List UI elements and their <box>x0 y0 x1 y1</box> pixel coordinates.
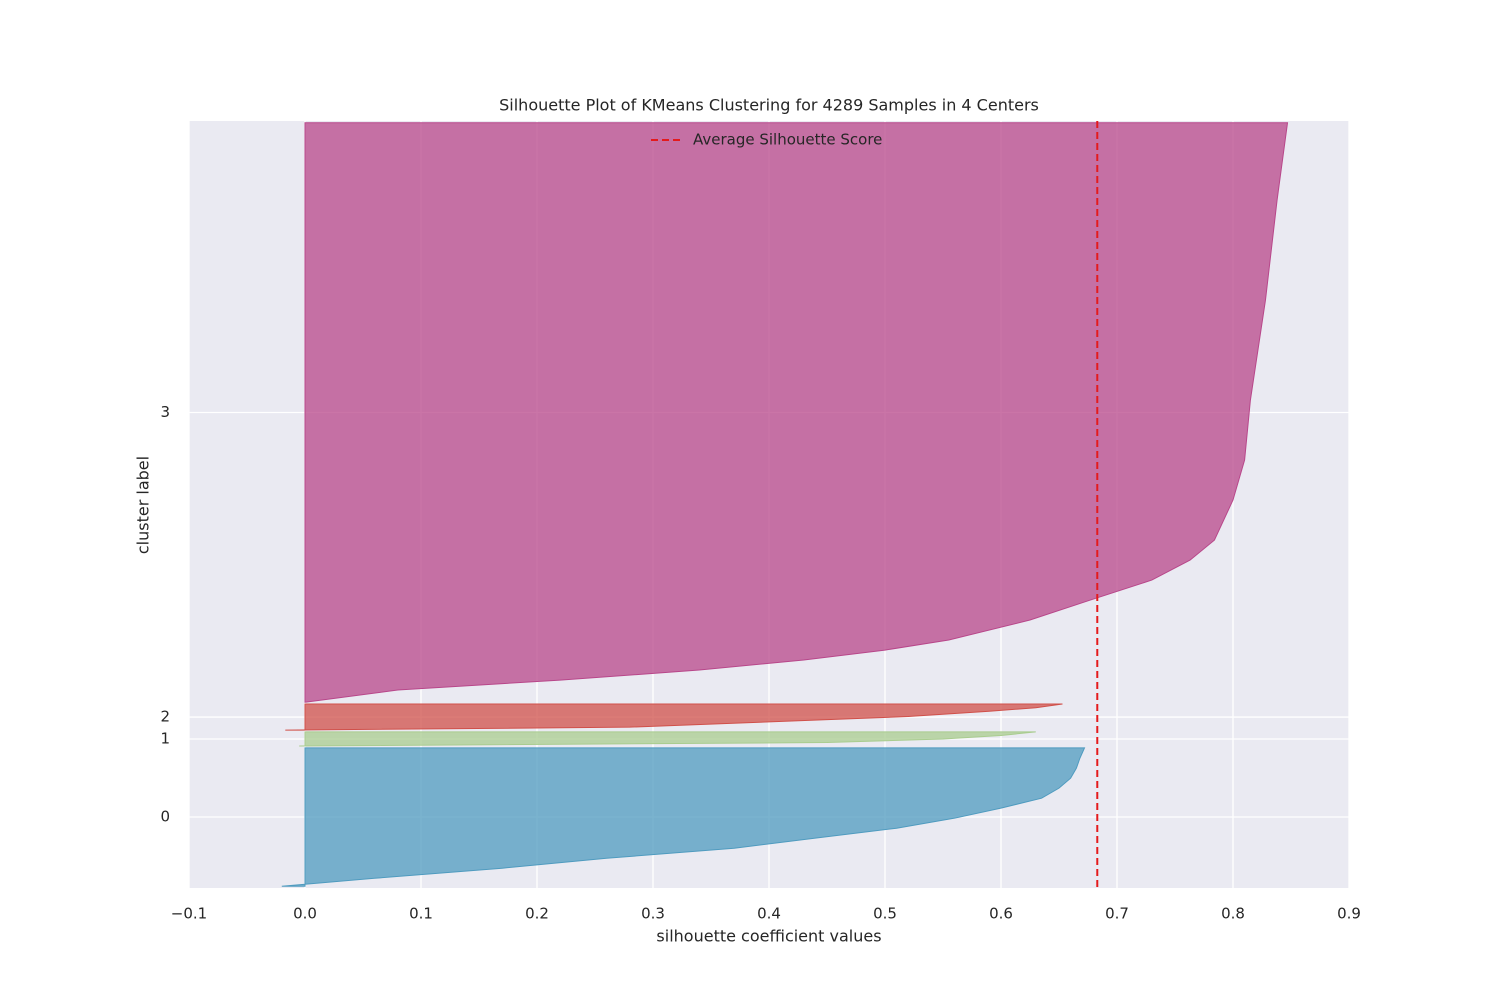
cluster-area <box>281 747 1086 887</box>
x-tick-label: −0.1 <box>171 905 207 923</box>
x-tick-label: 0.1 <box>409 905 433 923</box>
x-tick-label: 0.7 <box>1105 905 1129 923</box>
x-tick-label: 0.9 <box>1337 905 1361 923</box>
labels: −0.1 0.0 0.1 0.2 0.3 0.4 0.5 0.6 0.7 0.8 0.9 0 1 2 3 Av… <box>160 131 1360 923</box>
cluster-area <box>304 122 1289 703</box>
x-tick-label: 0.6 <box>989 905 1013 923</box>
x-axis-label: silhouette coefficient values <box>656 927 881 946</box>
y-tick-label: 1 <box>160 729 170 747</box>
x-tick-label: 0.8 <box>1221 905 1245 923</box>
x-tick-label: 0.4 <box>757 905 781 923</box>
x-tick-label: 0.2 <box>525 905 549 923</box>
cluster-area <box>299 731 1036 747</box>
y-tick-label: 2 <box>160 708 170 726</box>
areas <box>281 121 1289 888</box>
y-tick-label: 0 <box>160 808 170 826</box>
x-tick-label: 0.5 <box>873 905 897 923</box>
y-axis-label: cluster label <box>134 456 153 554</box>
x-tick-label: 0.3 <box>641 905 665 923</box>
cluster-area <box>285 703 1063 731</box>
chart-title: Silhouette Plot of KMeans Clustering for… <box>499 96 1039 115</box>
x-tick-label: 0.0 <box>293 905 317 923</box>
y-tick-label: 3 <box>160 403 170 421</box>
legend-label: Average Silhouette Score <box>693 131 882 149</box>
